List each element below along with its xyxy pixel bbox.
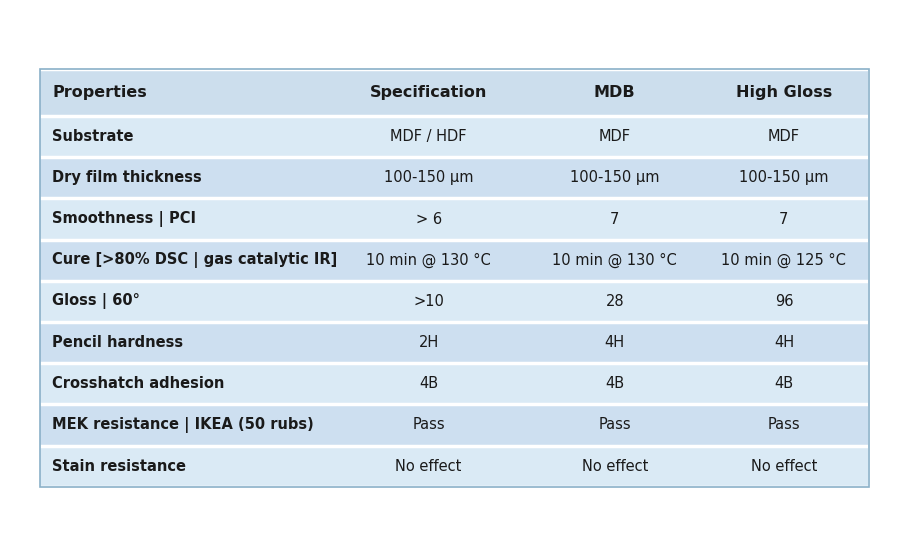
Bar [40, 446, 328, 487]
Bar [40, 157, 328, 199]
Text: 7: 7 [610, 212, 619, 227]
Bar [40, 69, 328, 116]
Bar [699, 446, 868, 487]
Bar [530, 69, 699, 116]
Text: 100-150 μm: 100-150 μm [570, 170, 660, 185]
Bar [40, 199, 328, 240]
Text: 10 min @ 125 °C: 10 min @ 125 °C [722, 252, 846, 268]
Bar [530, 363, 699, 404]
Bar [530, 116, 699, 157]
Text: Stain resistance: Stain resistance [52, 459, 186, 474]
Bar [40, 116, 328, 157]
Text: No effect: No effect [581, 459, 648, 474]
Text: 2H: 2H [418, 335, 439, 350]
Text: Properties: Properties [52, 85, 147, 100]
Bar [699, 322, 868, 363]
Text: 28: 28 [606, 294, 624, 309]
Text: Pass: Pass [412, 417, 445, 432]
Bar [530, 157, 699, 199]
Bar [530, 199, 699, 240]
Text: > 6: > 6 [416, 212, 442, 227]
Text: MEK resistance | IKEA (50 rubs): MEK resistance | IKEA (50 rubs) [52, 417, 314, 433]
Text: Cure [>80% DSC | gas catalytic IR]: Cure [>80% DSC | gas catalytic IR] [52, 252, 338, 268]
Bar [328, 69, 530, 116]
Bar [328, 446, 530, 487]
Text: MDB: MDB [594, 85, 635, 100]
Text: 100-150 μm: 100-150 μm [384, 170, 473, 185]
Text: Smoothness | PCI: Smoothness | PCI [52, 211, 196, 227]
Bar [530, 240, 699, 281]
Bar [699, 116, 868, 157]
Bar [40, 322, 328, 363]
Text: 10 min @ 130 °C: 10 min @ 130 °C [366, 252, 491, 268]
Text: High Gloss: High Gloss [736, 85, 832, 100]
Text: 4H: 4H [605, 335, 625, 350]
Bar [40, 69, 868, 487]
Text: 100-150 μm: 100-150 μm [739, 170, 829, 185]
Bar [40, 281, 328, 322]
Text: 7: 7 [779, 212, 788, 227]
Bar [699, 404, 868, 446]
Text: 10 min @ 130 °C: 10 min @ 130 °C [553, 252, 677, 268]
Bar [40, 240, 328, 281]
Text: 4H: 4H [774, 335, 794, 350]
Text: Specification: Specification [370, 85, 488, 100]
Text: >10: >10 [413, 294, 444, 309]
Bar [40, 404, 328, 446]
Bar [530, 281, 699, 322]
Text: 4B: 4B [605, 376, 625, 391]
Bar [699, 363, 868, 404]
Text: No effect: No effect [395, 459, 462, 474]
Text: 96: 96 [775, 294, 793, 309]
Bar [328, 363, 530, 404]
Text: Crosshatch adhesion: Crosshatch adhesion [52, 376, 225, 391]
Text: Pass: Pass [598, 417, 631, 432]
Text: MDF / HDF: MDF / HDF [391, 129, 467, 144]
Bar [328, 240, 530, 281]
Text: MDF: MDF [768, 129, 800, 144]
Bar [699, 199, 868, 240]
Bar [699, 157, 868, 199]
Bar [328, 322, 530, 363]
Text: Gloss | 60°: Gloss | 60° [52, 294, 140, 310]
Text: Substrate: Substrate [52, 129, 134, 144]
Text: Dry film thickness: Dry film thickness [52, 170, 202, 185]
Bar [328, 404, 530, 446]
Bar [40, 363, 328, 404]
Text: Pencil hardness: Pencil hardness [52, 335, 184, 350]
Text: 4B: 4B [774, 376, 794, 391]
Bar [530, 404, 699, 446]
Text: No effect: No effect [751, 459, 817, 474]
Bar [328, 157, 530, 199]
Bar [530, 322, 699, 363]
Bar [699, 69, 868, 116]
Text: 4B: 4B [419, 376, 438, 391]
Bar [328, 199, 530, 240]
Bar [328, 116, 530, 157]
Bar [699, 240, 868, 281]
Text: MDF: MDF [598, 129, 631, 144]
Bar [530, 446, 699, 487]
Bar [699, 281, 868, 322]
Text: Pass: Pass [768, 417, 800, 432]
Bar [328, 281, 530, 322]
